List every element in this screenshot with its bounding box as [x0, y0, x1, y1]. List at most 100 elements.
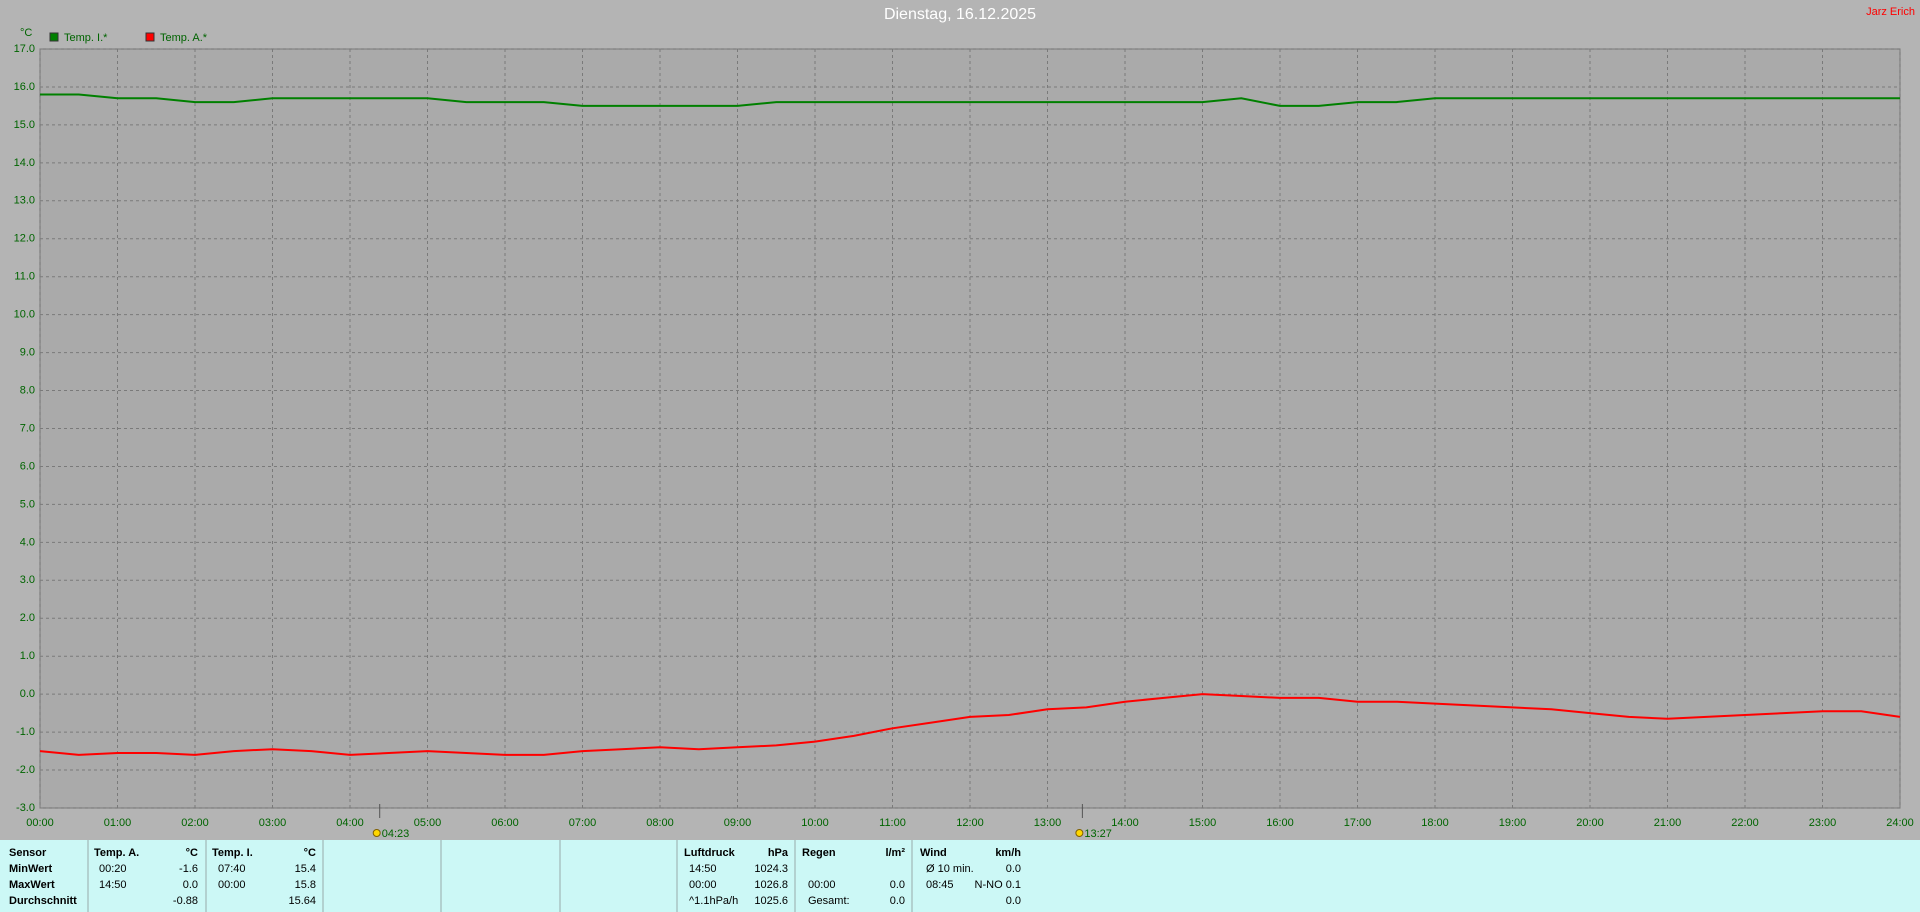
x-tick-label: 00:00: [26, 817, 54, 829]
x-tick-label: 13:00: [1034, 817, 1062, 829]
cell-value: N-NO 0.1: [975, 879, 1021, 891]
cell-value: 1025.6: [754, 895, 788, 907]
x-tick-label: 22:00: [1731, 817, 1759, 829]
cell-time: 14:50: [99, 879, 127, 891]
column-header: Temp. A.: [94, 847, 139, 859]
legend-swatch: [49, 32, 59, 42]
row-label: MaxWert: [9, 879, 55, 891]
sun-icon: [372, 829, 381, 837]
y-tick-label: -3.0: [16, 802, 35, 814]
cell-time: 00:00: [689, 879, 717, 891]
cell-value: 1024.3: [754, 863, 788, 875]
y-tick-label: 5.0: [20, 498, 35, 510]
legend-label: Temp. A.*: [160, 32, 208, 44]
series-line: [39, 693, 1901, 756]
y-tick-label: 17.0: [14, 43, 35, 55]
x-tick-label: 06:00: [491, 817, 519, 829]
cell-time: 00:00: [808, 879, 836, 891]
x-tick-label: 19:00: [1499, 817, 1527, 829]
x-tick-label: 18:00: [1421, 817, 1449, 829]
x-tick-label: 07:00: [569, 817, 597, 829]
y-tick-label: 11.0: [14, 271, 35, 283]
column-unit: hPa: [768, 847, 789, 859]
cell-value: -1.6: [179, 863, 198, 875]
cell-time: Ø 10 min.: [926, 863, 974, 875]
x-tick-label: 10:00: [801, 817, 829, 829]
y-tick-label: 2.0: [20, 612, 35, 624]
column-unit: °C: [304, 847, 316, 859]
x-tick-label: 16:00: [1266, 817, 1294, 829]
cell-value: 15.4: [295, 863, 316, 875]
column-unit: °C: [186, 847, 198, 859]
x-tick-label: 05:00: [414, 817, 442, 829]
series-line: [40, 93, 1900, 107]
y-tick-label: 8.0: [20, 384, 35, 396]
x-tick-label: 11:00: [879, 817, 906, 829]
y-tick-label: 3.0: [20, 574, 35, 586]
column-unit: l/m²: [885, 847, 905, 859]
row-label: Durchschnitt: [9, 895, 77, 907]
stats-panel: [0, 840, 1920, 912]
cell-value: 0.0: [1006, 895, 1021, 907]
cell-value: 0.0: [890, 895, 905, 907]
y-tick-label: 6.0: [20, 460, 35, 472]
x-tick-label: 12:00: [956, 817, 984, 829]
row-label: MinWert: [9, 863, 53, 875]
chart-title: Dienstag, 16.12.2025: [884, 6, 1036, 23]
x-tick-label: 17:00: [1344, 817, 1372, 829]
y-tick-label: 14.0: [14, 157, 35, 169]
y-tick-label: 12.0: [14, 233, 35, 245]
cell-time: Gesamt:: [808, 895, 850, 907]
row-label: Sensor: [9, 847, 47, 859]
column-header: Luftdruck: [684, 847, 736, 859]
y-tick-label: -2.0: [16, 764, 35, 776]
y-tick-label: 1.0: [20, 650, 35, 662]
cell-time: 00:00: [218, 879, 246, 891]
sun-icon: [1075, 829, 1084, 837]
legend-swatch: [145, 32, 155, 42]
x-tick-label: 24:00: [1886, 817, 1914, 829]
y-tick-label: 10.0: [14, 309, 35, 321]
cell-time: 14:50: [689, 863, 717, 875]
y-tick-label: 7.0: [20, 422, 35, 434]
cell-value: 15.64: [288, 895, 316, 907]
cell-value: 1026.8: [754, 879, 788, 891]
x-tick-label: 23:00: [1809, 817, 1837, 829]
column-unit: km/h: [995, 847, 1021, 859]
column-header: Wind: [920, 847, 947, 859]
y-tick-label: 0.0: [20, 688, 35, 700]
cell-value: 0.0: [1006, 863, 1021, 875]
cell-time: 07:40: [218, 863, 246, 875]
y-tick-label: 9.0: [20, 347, 35, 359]
x-tick-label: 14:00: [1111, 817, 1139, 829]
column-header: Regen: [802, 847, 836, 859]
x-tick-label: 15:00: [1189, 817, 1217, 829]
y-axis-label: °C: [20, 27, 32, 39]
x-tick-label: 01:00: [104, 817, 132, 829]
cell-time: 00:20: [99, 863, 127, 875]
y-tick-label: -1.0: [16, 726, 35, 738]
y-tick-label: 13.0: [14, 195, 35, 207]
x-tick-label: 03:00: [259, 817, 287, 829]
cell-time: 08:45: [926, 879, 954, 891]
y-tick-label: 4.0: [20, 536, 35, 548]
cell-value: 0.0: [890, 879, 905, 891]
x-tick-label: 04:00: [336, 817, 364, 829]
cell-value: 0.0: [183, 879, 198, 891]
sun-time: 04:23: [382, 828, 410, 840]
y-tick-label: 16.0: [14, 81, 35, 93]
cell-value: 15.8: [295, 879, 316, 891]
cell-time: ^1.1hPa/h: [689, 895, 738, 907]
x-tick-label: 09:00: [724, 817, 752, 829]
legend-label: Temp. I.*: [64, 32, 108, 44]
x-tick-label: 20:00: [1576, 817, 1604, 829]
x-tick-label: 02:00: [181, 817, 209, 829]
x-tick-label: 08:00: [646, 817, 674, 829]
cell-value: -0.88: [173, 895, 198, 907]
column-header: Temp. I.: [212, 847, 253, 859]
y-tick-label: 15.0: [14, 119, 35, 131]
author: Jarz Erich: [1866, 6, 1915, 18]
x-tick-label: 21:00: [1654, 817, 1682, 829]
sun-time: 13:27: [1084, 828, 1112, 840]
